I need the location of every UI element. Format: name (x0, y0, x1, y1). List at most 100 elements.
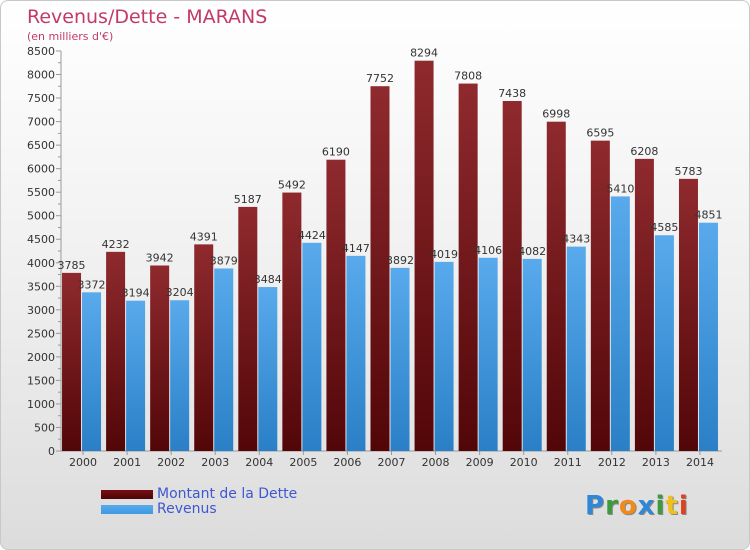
data-label-revenus: 4106 (474, 244, 502, 257)
data-label-dette: 4391 (190, 230, 218, 243)
y-tick-label: 8000 (27, 69, 55, 82)
data-label-dette: 5783 (674, 165, 702, 178)
x-tick-label: 2002 (157, 456, 185, 469)
y-tick-label: 1500 (27, 374, 55, 387)
data-label-dette: 8294 (410, 47, 438, 60)
bar-revenus (126, 300, 146, 451)
data-label-revenus: 4343 (562, 233, 590, 246)
y-tick-label: 3000 (27, 304, 55, 317)
y-tick-label: 1000 (27, 398, 55, 411)
bar-dette (370, 86, 390, 451)
legend-swatch-dette (101, 490, 153, 499)
y-tick-label: 3500 (27, 280, 55, 293)
logo-letter: i (655, 491, 666, 521)
bar-revenus (258, 287, 278, 451)
y-tick-label: 7500 (27, 92, 55, 105)
x-tick-label: 2011 (554, 456, 582, 469)
bar-dette (238, 206, 258, 451)
bar-revenus (698, 222, 718, 451)
x-tick-label: 2014 (686, 456, 714, 469)
bar-revenus (522, 258, 542, 451)
y-tick-label: 0 (48, 445, 55, 458)
data-label-revenus: 4147 (342, 242, 370, 255)
bar-revenus (478, 257, 498, 451)
bar-revenus (390, 267, 410, 451)
x-tick-label: 2005 (289, 456, 317, 469)
bar-revenus (434, 261, 454, 451)
data-label-dette: 7752 (366, 72, 394, 85)
bar-dette (414, 60, 434, 451)
data-label-dette: 6595 (586, 127, 614, 140)
x-tick-label: 2009 (466, 456, 494, 469)
y-tick-label: 6000 (27, 163, 55, 176)
bar-revenus (654, 235, 674, 451)
bar-dette (634, 158, 654, 451)
logo-letter: r (605, 491, 619, 521)
data-label-dette: 5492 (278, 179, 306, 192)
y-tick-label: 2000 (27, 351, 55, 364)
data-label-dette: 6208 (630, 145, 658, 158)
bar-revenus (302, 242, 322, 451)
x-tick-label: 2001 (113, 456, 141, 469)
data-label-dette: 7438 (498, 87, 526, 100)
logo-letter: P (585, 491, 606, 521)
bar-dette (458, 83, 478, 452)
legend-label-dette: Montant de la Dette (157, 486, 298, 502)
data-label-revenus: 3204 (166, 286, 194, 299)
x-tick-label: 2010 (510, 456, 538, 469)
data-label-revenus: 4424 (298, 229, 326, 242)
x-tick-label: 2007 (378, 456, 406, 469)
bar-dette (106, 251, 126, 451)
bar-revenus (214, 268, 234, 451)
bar-revenus (346, 255, 366, 451)
legend-item-dette: Montant de la Dette (101, 487, 297, 502)
x-tick-label: 2012 (598, 456, 626, 469)
x-tick-label: 2008 (422, 456, 450, 469)
x-tick-label: 2013 (642, 456, 670, 469)
data-label-revenus: 5410 (606, 182, 634, 195)
bar-dette (150, 265, 170, 451)
logo-letter: t (665, 491, 679, 521)
y-tick-label: 500 (34, 421, 55, 434)
bar-dette (678, 178, 698, 451)
data-label-revenus: 4082 (518, 245, 546, 258)
bar-revenus (170, 300, 190, 451)
legend-label-revenus: Revenus (157, 501, 217, 517)
logo-letter: o (618, 491, 638, 521)
data-label-dette: 6190 (322, 146, 350, 159)
data-label-revenus: 4585 (650, 221, 678, 234)
data-label-revenus: 4019 (430, 248, 458, 261)
data-label-dette: 4232 (102, 238, 130, 251)
bar-dette (502, 100, 522, 451)
data-label-revenus: 3484 (254, 273, 282, 286)
bar-dette (62, 272, 82, 451)
y-tick-label: 2500 (27, 327, 55, 340)
bar-revenus (610, 196, 630, 451)
data-label-revenus: 3194 (122, 287, 150, 300)
logo-letter: i (678, 491, 689, 521)
bar-dette (194, 244, 214, 451)
legend-item-revenus: Revenus (101, 502, 297, 517)
bar-dette (546, 121, 566, 452)
x-tick-label: 2000 (69, 456, 97, 469)
y-tick-label: 7000 (27, 116, 55, 129)
bar-dette (590, 140, 610, 451)
y-tick-label: 5000 (27, 210, 55, 223)
y-tick-label: 6500 (27, 139, 55, 152)
legend-swatch-revenus (101, 505, 153, 514)
data-label-dette: 6998 (542, 108, 570, 121)
y-tick-label: 4500 (27, 233, 55, 246)
data-label-dette: 3942 (146, 251, 174, 264)
x-tick-label: 2003 (201, 456, 229, 469)
data-label-revenus: 3879 (210, 254, 238, 267)
bar-revenus (82, 292, 102, 451)
data-label-revenus: 4851 (694, 209, 722, 222)
bar-revenus (566, 246, 586, 451)
x-tick-label: 2006 (333, 456, 361, 469)
logo-letter: x (637, 491, 656, 521)
chart-subtitle: (en milliers d'€) (27, 30, 114, 43)
data-label-dette: 7808 (454, 70, 482, 83)
data-label-revenus: 3372 (78, 278, 106, 291)
